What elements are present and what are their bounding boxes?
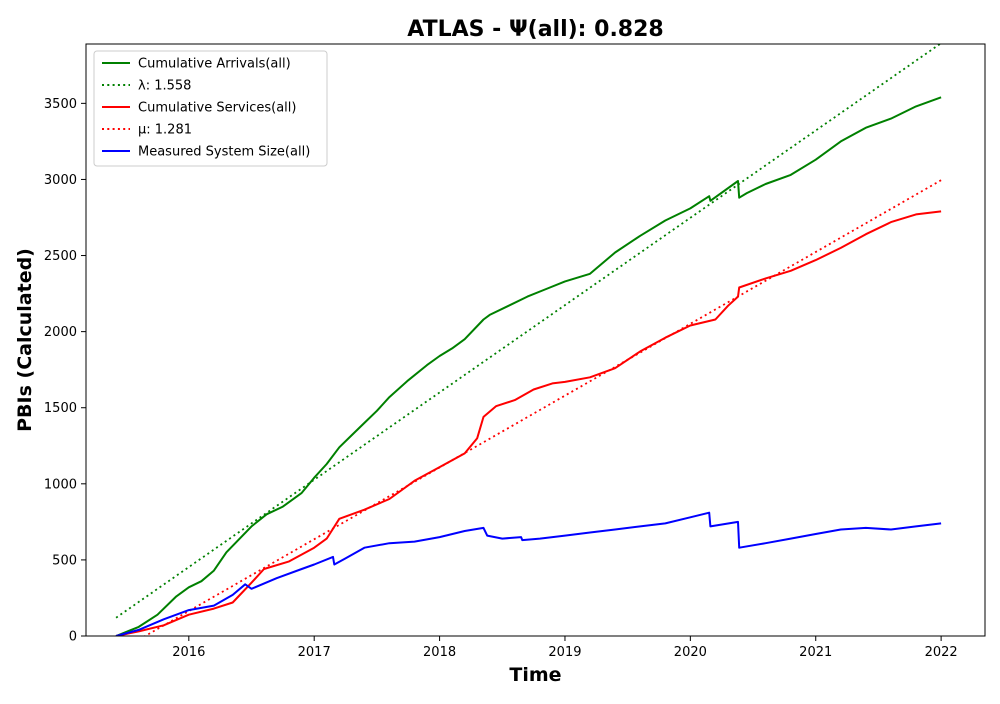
series-line-1 [115,96,942,636]
x-tick-label: 2022 [925,645,958,660]
y-tick-label: 2000 [44,325,77,340]
legend: Cumulative Arrivals(all) λ: 1.558 Cumulati… [93,50,328,167]
y-tick-label: 2500 [44,249,77,264]
y-tick-label: 3000 [44,173,77,188]
series-line-4 [143,179,942,636]
y-tick-label: 3500 [44,97,77,112]
legend-label: λ: 1.558 [138,79,191,94]
legend-box [93,50,328,167]
legend-label: Cumulative Arrivals(all) [138,57,291,72]
plot-area [115,44,942,636]
legend-label: Cumulative Services(all) [138,101,296,116]
legend-label: μ: 1.281 [138,123,192,138]
x-axis-label: Time [509,664,561,686]
x-tick-label: 2016 [172,645,205,660]
series-line-5 [115,511,942,636]
x-tick-label: 2019 [548,645,581,660]
x-tick-label: 2021 [799,645,832,660]
y-tick-label: 500 [52,553,77,568]
x-tick-label: 2020 [674,645,707,660]
series-line-2 [115,44,942,619]
x-tick-label: 2017 [298,645,331,660]
axis-ticks: 2016 2017 2018 2019 2020 2021 2022 0 500 1000 1500… [44,97,958,660]
series-line-3 [115,210,942,636]
y-tick-label: 1500 [44,401,77,416]
plot-frame [85,43,986,637]
legend-label: Measured System Size(all) [138,145,310,160]
x-tick-label: 2018 [423,645,456,660]
chart-title: ATLAS - Ψ(all): 0.828 [407,17,663,42]
y-tick-label: 1000 [44,477,77,492]
y-axis-label: PBIs (Calculated) [14,248,36,432]
y-tick-label: 0 [69,630,77,645]
